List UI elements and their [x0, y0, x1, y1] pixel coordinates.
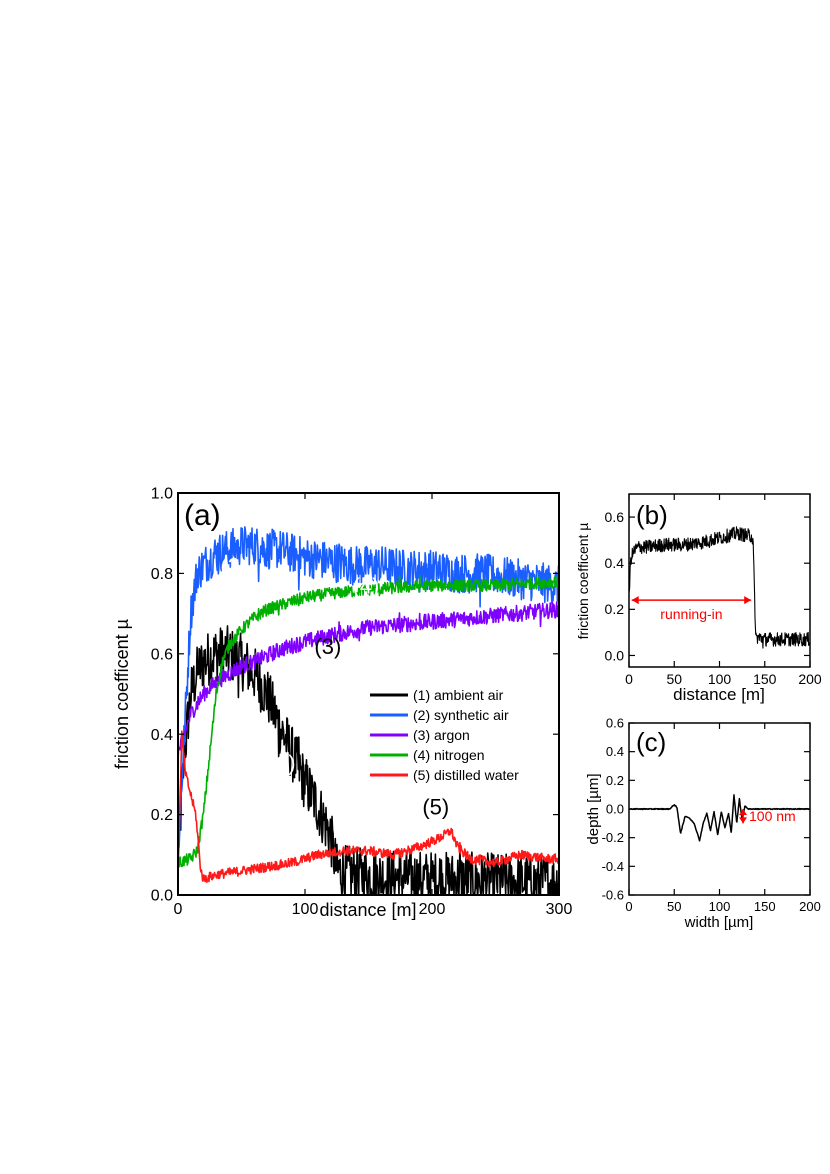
panel-a-letter: (a) — [184, 499, 221, 532]
running-in-annotation: running-in — [631, 596, 752, 622]
legend-entry-3: (3) argon — [413, 727, 470, 743]
curve-label-2: (2) — [220, 553, 247, 578]
panel-c-chart: (c) 100 nm 0 50 100 150 200 0.6 0.4 0.2 0.0 -0.2 -… — [585, 716, 821, 931]
curve-label-1: (1) — [269, 750, 296, 775]
series-line-2 — [177, 526, 560, 848]
panel-a-ticks: 0 100 200 300 0.0 0.2 0.4 0.6 0.8 1.0 — [151, 486, 573, 918]
y-tick-label: 0.2 — [606, 773, 624, 788]
panel-b-chart: (b) running-in 0 50 100 150 2000.00.20.40.6 … — [575, 493, 822, 704]
x-tick-label: 50 — [667, 899, 681, 914]
y-tick-label: -0.4 — [602, 859, 624, 874]
x-tick-label: 300 — [546, 901, 573, 918]
x-tick-label: 50 — [666, 671, 682, 687]
panel-a-y-axis-label: friction coefficent µ — [112, 619, 132, 769]
x-tick-label: 150 — [753, 671, 777, 687]
panel-a-series-group — [177, 526, 560, 896]
panel-c-x-axis-label: width [µm] — [684, 914, 754, 931]
depth-annotation: 100 nm — [739, 808, 796, 824]
curve-label-5: (5) — [422, 795, 449, 820]
legend-entry-2: (2) synthetic air — [413, 707, 509, 723]
series-line-3 — [177, 601, 560, 762]
legend-entry-5: (5) distilled water — [413, 767, 519, 783]
running-in-arrow-right-head — [744, 596, 752, 605]
panel-c-y-axis-label: depth [µm] — [585, 773, 602, 844]
legend-entry-1: (1) ambient air — [413, 687, 504, 703]
panel-a-frame — [177, 492, 560, 896]
running-in-arrow-left-head — [631, 596, 639, 605]
legend-entry-4: (4) nitrogen — [413, 747, 485, 763]
x-tick-label: 200 — [799, 899, 821, 914]
y-tick-label: 0.6 — [605, 509, 625, 525]
depth-arrow-bottom-head — [739, 817, 748, 824]
x-tick-label: 100 — [292, 901, 319, 918]
y-tick-label: 1.0 — [151, 486, 173, 503]
running-in-label: running-in — [660, 606, 722, 622]
depth-arrow-top-head — [739, 809, 748, 815]
y-tick-label: 0.6 — [606, 716, 624, 731]
x-tick-label: 0 — [625, 899, 632, 914]
x-tick-label: 200 — [798, 671, 822, 687]
x-tick-label: 100 — [709, 899, 731, 914]
panel-c-letter: (c) — [636, 727, 666, 757]
y-tick-label: 0.0 — [151, 888, 173, 905]
panel-a-legend: (1) ambient air (2) synthetic air (3) argo… — [370, 687, 519, 783]
panel-c-ticks: 0 50 100 150 200 0.6 0.4 0.2 0.0 -0.2 -0.4 -0.6 — [602, 716, 821, 914]
x-tick-label: 200 — [419, 901, 446, 918]
y-tick-label: 0.2 — [151, 807, 173, 824]
x-tick-label: 0 — [174, 901, 183, 918]
panel-b-letter: (b) — [636, 500, 668, 530]
y-tick-label: 0.4 — [606, 744, 624, 759]
curve-label-3: (3) — [314, 634, 341, 659]
panel-b-x-axis-label: distance [m] — [673, 685, 765, 704]
y-tick-label: 0.8 — [151, 566, 173, 583]
panel-a-x-axis-label: distance [m] — [319, 900, 416, 920]
depth-label: 100 nm — [749, 808, 796, 824]
y-tick-label: 0.0 — [605, 647, 625, 663]
y-tick-label: -0.2 — [602, 830, 624, 845]
curve-label-4: (4) — [353, 574, 380, 599]
x-tick-label: 100 — [708, 671, 732, 687]
x-tick-label: 0 — [625, 671, 633, 687]
y-tick-label: 0.4 — [605, 555, 625, 571]
series-line-1 — [628, 794, 811, 842]
series-line-5 — [177, 730, 560, 883]
panel-b-y-axis-label: friction coefficent µ — [575, 523, 591, 640]
x-tick-label: 150 — [754, 899, 776, 914]
panel-b-series-group — [628, 526, 811, 649]
y-tick-label: 0.0 — [606, 802, 624, 817]
y-tick-label: 0.4 — [151, 727, 173, 744]
series-line-1 — [628, 526, 811, 649]
y-tick-label: 0.6 — [151, 646, 173, 663]
panel-c-series-group — [628, 794, 811, 842]
y-tick-label: -0.6 — [602, 888, 624, 903]
panel-b-ticks: 0 50 100 150 200 0.0 0.2 0.4 0.6 — [605, 494, 822, 687]
series-line-4 — [177, 575, 560, 869]
panel-a-curve-labels: (1) (2) (3) (4) (5) — [220, 553, 449, 819]
y-tick-label: 0.2 — [605, 601, 625, 617]
panel-a-chart: (a) (1)(2)(3)(4)(5) 0 100 200 3000.00.20.40… — [112, 486, 572, 920]
